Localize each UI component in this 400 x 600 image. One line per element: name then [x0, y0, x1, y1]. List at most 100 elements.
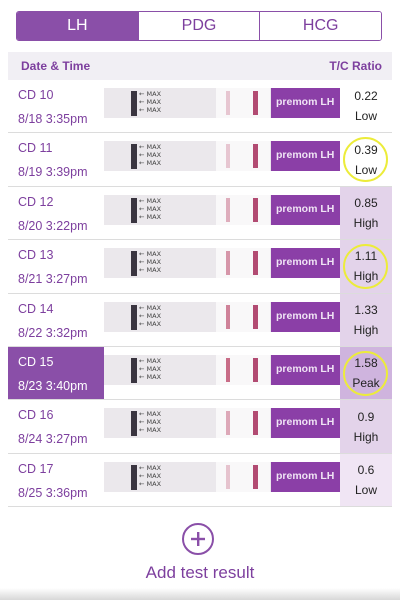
result-window — [216, 461, 270, 492]
strip-brand-label: premom LH — [271, 88, 340, 118]
ratio-value: 0.22 — [354, 89, 378, 104]
test-strip-image: ← MAX ← MAX ← MAX premom LH — [104, 461, 340, 492]
tab-pdg[interactable]: PDG — [138, 12, 261, 40]
strip-handle — [131, 304, 137, 330]
ratio-cell: 0.39 Low — [340, 133, 392, 186]
control-line — [253, 197, 258, 222]
strip-brand-label: premom LH — [271, 248, 340, 279]
test-strip-image: ← MAX ← MAX ← MAX premom LH — [104, 354, 340, 385]
control-line — [253, 357, 258, 382]
max-arrow: ← MAX — [139, 159, 162, 168]
max-arrow: ← MAX — [139, 319, 162, 328]
date-cell: CD 12 8/20 3:22pm — [8, 187, 104, 239]
result-row[interactable]: CD 10 8/18 3:35pm ← MAX ← MAX ← MAX premom LH… — [8, 80, 392, 134]
date-cell: CD 14 8/22 3:32pm — [8, 294, 104, 346]
date-cell: CD 10 8/18 3:35pm — [8, 80, 104, 132]
strip-brand-label: premom LH — [271, 461, 340, 492]
test-line — [226, 197, 230, 222]
add-test-label[interactable]: Add test result — [145, 563, 255, 582]
ratio-level: Low — [354, 109, 377, 124]
ratio-level: High — [353, 269, 379, 284]
ratio-value: 0.85 — [354, 195, 378, 210]
result-window — [216, 354, 270, 385]
cycle-day: CD 15 — [18, 354, 54, 369]
test-line — [226, 464, 230, 489]
cycle-day: CD 16 — [18, 408, 54, 423]
max-arrow: ← MAX — [139, 426, 162, 435]
result-row[interactable]: CD 16 8/24 3:27pm ← MAX ← MAX ← MAX premom LH… — [8, 400, 392, 454]
test-strip-image: ← MAX ← MAX ← MAX premom LH — [104, 194, 340, 225]
cycle-day: CD 12 — [18, 194, 54, 209]
max-arrow: ← MAX — [139, 98, 162, 106]
cycle-day: CD 14 — [18, 301, 54, 316]
max-arrow: ← MAX — [139, 479, 162, 488]
column-header: Date & Time T/C Ratio — [8, 52, 392, 80]
test-line — [226, 91, 230, 115]
ratio-level: Peak — [352, 376, 380, 391]
test-strip-image: ← MAX ← MAX ← MAX premom LH — [104, 408, 340, 439]
max-arrow: ← MAX — [139, 258, 162, 267]
cycle-day: CD 11 — [18, 141, 53, 156]
result-row[interactable]: CD 14 8/22 3:32pm ← MAX ← MAX ← MAX premom LH… — [8, 293, 392, 347]
ratio-cell: 0.22 Low — [340, 80, 392, 133]
test-type-tabs: LH PDG HCG — [16, 11, 382, 41]
ratio-level: High — [353, 429, 379, 444]
test-line — [226, 251, 230, 276]
result-row[interactable]: CD 12 8/20 3:22pm ← MAX ← MAX ← MAX premom LH… — [8, 186, 392, 241]
max-arrow: ← MAX — [139, 204, 162, 213]
result-window — [216, 248, 270, 279]
test-datetime: 8/21 3:27pm — [18, 272, 88, 287]
strip-brand-label: premom LH — [271, 354, 340, 385]
test-line — [226, 144, 230, 169]
ratio-value: 0.9 — [357, 409, 375, 424]
max-arrow: ← MAX — [139, 471, 162, 480]
control-line — [253, 464, 258, 489]
control-line — [253, 304, 258, 329]
cycle-day: CD 10 — [18, 88, 54, 102]
test-datetime: 8/24 3:27pm — [18, 432, 88, 447]
test-datetime: 8/19 3:39pm — [18, 165, 88, 180]
ratio-cell: 0.6 Low — [340, 453, 392, 507]
tc-ratio-header: T/C Ratio — [329, 59, 382, 73]
strip-handle — [131, 91, 137, 116]
control-line — [253, 144, 258, 169]
max-arrow: ← MAX — [139, 143, 162, 152]
date-cell: CD 17 8/25 3:36pm — [8, 454, 104, 506]
add-test-button[interactable] — [182, 523, 214, 555]
test-strip-image: ← MAX ← MAX ← MAX premom LH — [104, 301, 340, 332]
max-arrow: ← MAX — [139, 410, 162, 419]
max-arrow: ← MAX — [139, 196, 162, 205]
max-arrow: ← MAX — [139, 90, 162, 98]
date-cell: CD 11 8/19 3:39pm — [8, 133, 104, 185]
max-arrow: ← MAX — [139, 418, 162, 427]
result-row[interactable]: CD 15 8/23 3:40pm ← MAX ← MAX ← MAX premom LH… — [8, 346, 392, 401]
test-strip-image: ← MAX ← MAX ← MAX premom LH — [104, 248, 340, 279]
cycle-day: CD 17 — [18, 461, 54, 476]
max-arrow: ← MAX — [139, 311, 162, 320]
ratio-value: 1.11 — [354, 249, 378, 264]
date-time-header: Date & Time — [21, 59, 91, 73]
result-window — [216, 194, 270, 225]
control-line — [253, 91, 258, 115]
result-window — [216, 301, 270, 332]
ratio-cell: 1.11 High — [340, 240, 392, 293]
result-row[interactable]: CD 11 8/19 3:39pm ← MAX ← MAX ← MAX premom LH… — [8, 133, 392, 187]
max-arrow: ← MAX — [139, 106, 162, 114]
tab-lh[interactable]: LH — [17, 12, 139, 40]
cycle-day: CD 13 — [18, 248, 54, 263]
result-window — [216, 88, 270, 118]
result-row[interactable]: CD 17 8/25 3:36pm ← MAX ← MAX ← MAX premom LH… — [8, 453, 392, 508]
ratio-value: 1.58 — [354, 356, 378, 371]
ratio-cell: 0.85 High — [340, 186, 392, 240]
test-line — [226, 357, 230, 382]
test-strip-image: ← MAX ← MAX ← MAX premom LH — [104, 88, 340, 118]
tab-hcg[interactable]: HCG — [260, 12, 381, 40]
test-datetime: 8/25 3:36pm — [18, 485, 88, 500]
max-arrow: ← MAX — [139, 463, 162, 472]
max-arrow: ← MAX — [139, 212, 162, 221]
ratio-level: High — [353, 322, 379, 337]
test-results-list: CD 10 8/18 3:35pm ← MAX ← MAX ← MAX premom LH… — [8, 80, 392, 508]
date-cell: CD 13 8/21 3:27pm — [8, 240, 104, 292]
date-cell: CD 15 8/23 3:40pm — [8, 346, 104, 400]
result-row[interactable]: CD 13 8/21 3:27pm ← MAX ← MAX ← MAX premom LH… — [8, 240, 392, 294]
